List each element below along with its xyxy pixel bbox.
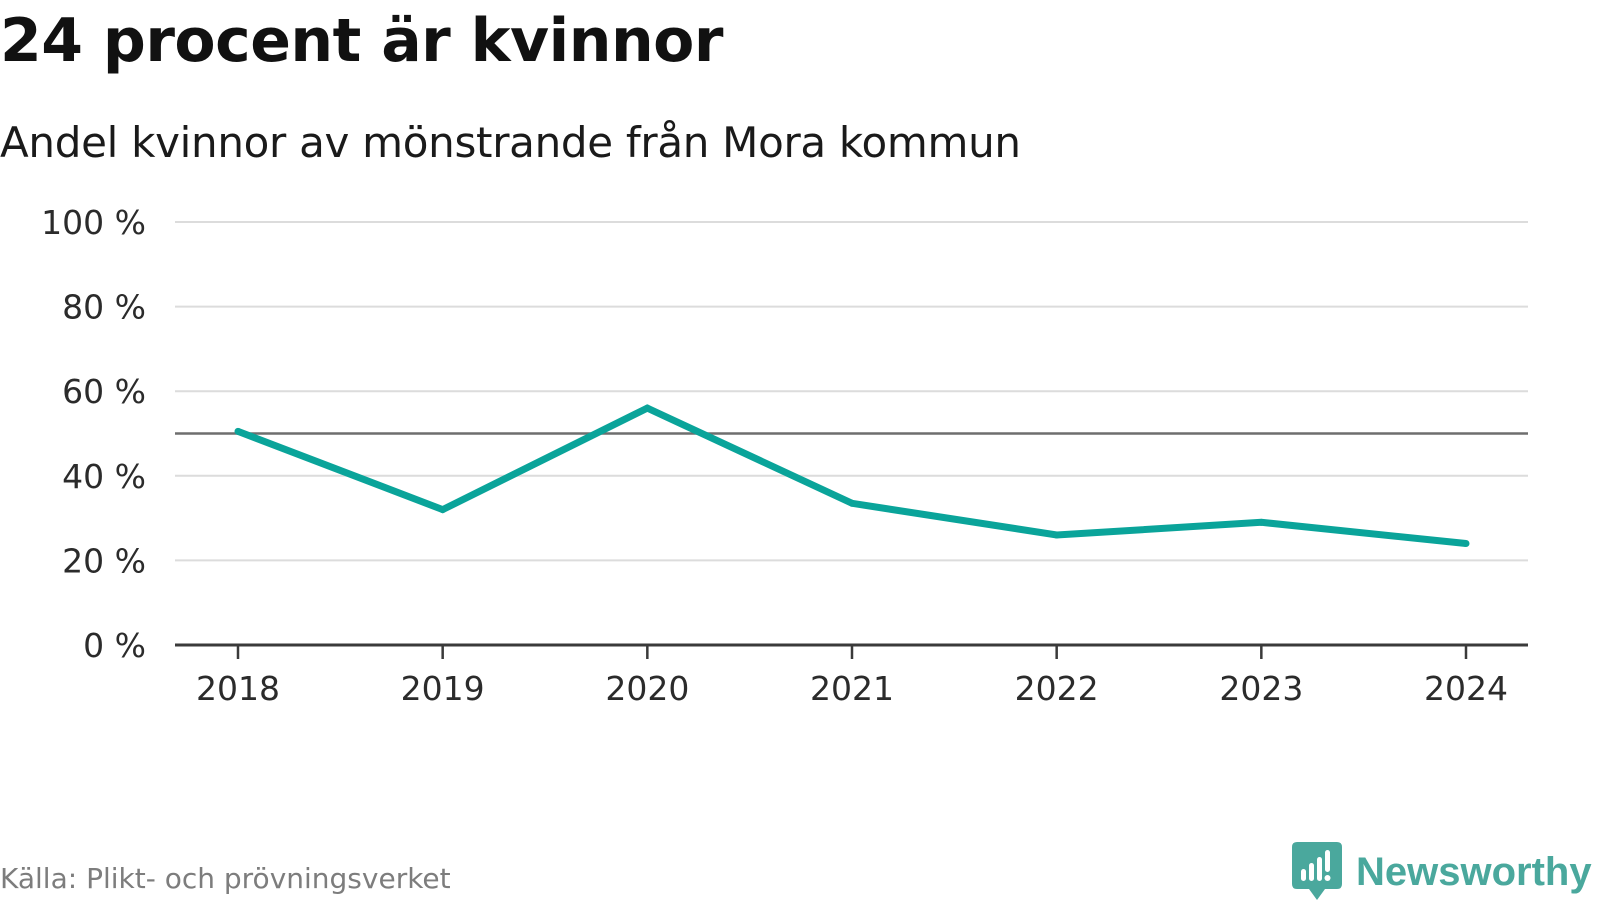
y-tick-label: 80 % bbox=[62, 288, 146, 327]
x-tick-label: 2020 bbox=[605, 669, 689, 708]
brand-logo[interactable]: Newsworthy bbox=[1292, 842, 1592, 902]
data-point bbox=[643, 404, 651, 412]
x-tick-label: 2021 bbox=[810, 669, 894, 708]
chart-subtitle: Andel kvinnor av mönstrande från Mora ko… bbox=[0, 118, 1021, 167]
data-point bbox=[848, 499, 856, 507]
newsworthy-logo-icon bbox=[1292, 842, 1342, 900]
data-point bbox=[1257, 518, 1265, 526]
data-point bbox=[1462, 539, 1470, 547]
x-axis bbox=[175, 643, 1528, 659]
x-axis-tick-labels: 2018 2019 2020 2021 2022 2023 2024 bbox=[196, 669, 1508, 708]
chart-title: 24 procent är kvinnor bbox=[0, 6, 723, 76]
gridlines bbox=[175, 221, 1528, 562]
x-tick-label: 2024 bbox=[1424, 669, 1508, 708]
series-layer bbox=[234, 404, 1470, 547]
y-tick-label: 20 % bbox=[62, 541, 146, 580]
source-note: Källa: Plikt- och prövningsverket bbox=[0, 862, 451, 895]
y-tick-label: 100 % bbox=[41, 203, 146, 242]
x-tick-label: 2018 bbox=[196, 669, 280, 708]
y-axis-tick-labels: 0 % 20 % 40 % 60 % 80 % 100 % bbox=[41, 203, 146, 665]
x-tick-label: 2022 bbox=[1015, 669, 1099, 708]
x-tick-label: 2023 bbox=[1219, 669, 1303, 708]
x-tick-label: 2019 bbox=[401, 669, 485, 708]
data-point bbox=[234, 427, 242, 435]
data-point bbox=[1053, 531, 1061, 539]
brand-name: Newsworthy bbox=[1356, 849, 1592, 894]
y-tick-label: 0 % bbox=[83, 626, 146, 665]
y-tick-label: 40 % bbox=[62, 457, 146, 496]
data-point bbox=[439, 506, 447, 514]
y-tick-label: 60 % bbox=[62, 372, 146, 411]
